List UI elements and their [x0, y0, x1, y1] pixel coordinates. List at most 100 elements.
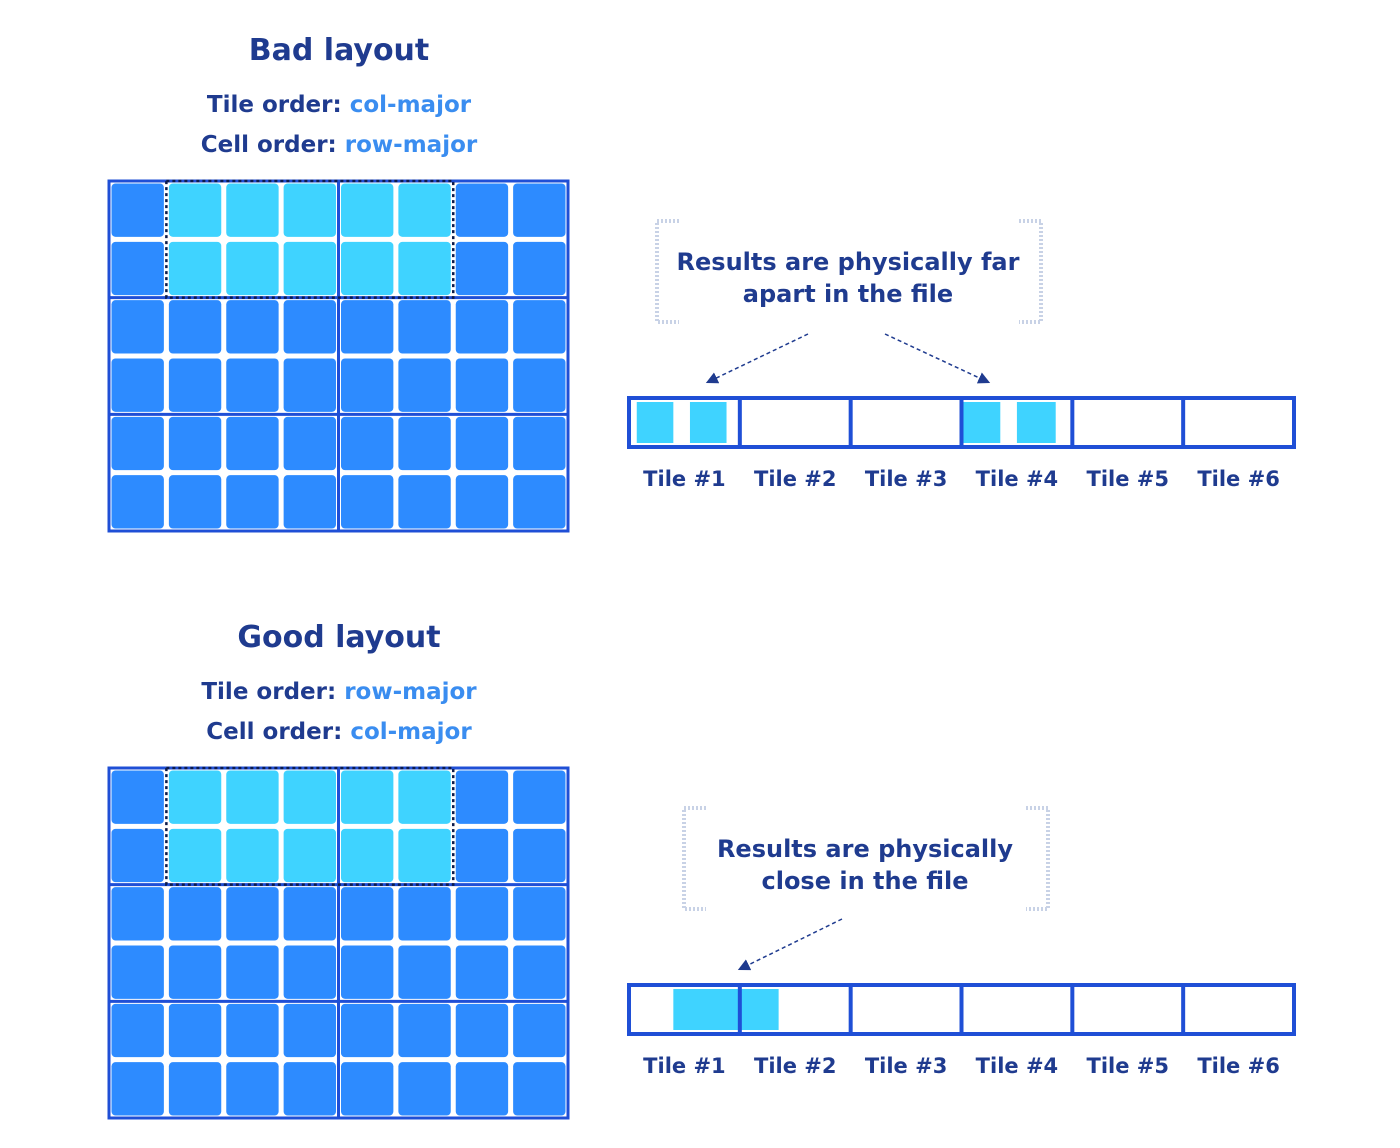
grid-cell — [513, 241, 566, 296]
tile-label: Tile #4 — [976, 467, 1058, 491]
grid-cell — [111, 183, 164, 237]
grid-cell — [513, 183, 566, 237]
pointer-arrow — [737, 918, 843, 971]
bar-border — [627, 983, 1296, 1036]
grid-cell — [455, 183, 509, 237]
grid-cell — [283, 475, 336, 529]
good-layout-section: Good layout Tile order: row-major Cell ord… — [107, 620, 1296, 1120]
grid-cell-selected — [398, 770, 451, 824]
grid-cell — [513, 770, 566, 824]
grid-cell — [111, 475, 164, 529]
tile-order-value: col-major — [350, 92, 472, 118]
section-title: Good layout — [237, 620, 440, 655]
grid-cell — [455, 1062, 509, 1116]
result-cell-block — [739, 989, 779, 1030]
grid-cell — [111, 770, 164, 824]
tile-label: Tile #5 — [1087, 1054, 1169, 1078]
grid-cell — [226, 1062, 279, 1116]
grid-cell-selected — [168, 183, 222, 237]
grid-cell-selected — [398, 183, 451, 237]
grid-cell — [455, 241, 509, 296]
grid-cell — [283, 300, 336, 354]
grid-cell — [455, 416, 509, 471]
section-title: Bad layout — [249, 33, 430, 68]
grid-cell — [111, 241, 164, 296]
file-tile-bar: Tile #1 Tile #2 Tile #3 Tile #4 Tile #5 Tile … — [627, 983, 1296, 1078]
cell-order-label: Cell order: — [206, 719, 342, 745]
grid-cell — [398, 945, 451, 999]
tile-label: Tile #2 — [754, 467, 836, 491]
grid-cell — [168, 887, 222, 941]
result-cell-block — [673, 989, 740, 1030]
grid-cell-selected — [398, 828, 451, 883]
grid-cell — [398, 887, 451, 941]
note-line: close in the file — [761, 867, 968, 895]
tile-label: Tile #2 — [754, 1054, 836, 1078]
grid-cell — [341, 1003, 394, 1058]
bracket-left — [682, 806, 706, 911]
grid-cell — [111, 1003, 164, 1058]
grid-cell — [168, 416, 222, 471]
grid-cell — [455, 945, 509, 999]
note-line: apart in the file — [743, 280, 953, 308]
tile-label: Tile #6 — [1197, 467, 1279, 491]
grid-cell — [513, 300, 566, 354]
grid-cell — [111, 358, 164, 412]
grid-cell — [398, 358, 451, 412]
pointer-arrow — [705, 333, 809, 384]
grid-cell-selected — [226, 770, 279, 824]
grid-cell-selected — [283, 241, 336, 296]
grid-cell — [283, 945, 336, 999]
grid-cell — [455, 828, 509, 883]
grid-cell — [398, 475, 451, 529]
tile-label: Tile #4 — [976, 1054, 1058, 1078]
grid-cell — [168, 358, 222, 412]
grid-cell-selected — [226, 183, 279, 237]
grid-cell — [398, 1003, 451, 1058]
grid-cell — [341, 887, 394, 941]
grid-cell — [455, 770, 509, 824]
grid-cell-selected — [226, 241, 279, 296]
grid-cell — [513, 416, 566, 471]
grid-cell — [341, 358, 394, 412]
grid-cell — [226, 887, 279, 941]
grid-cell — [513, 945, 566, 999]
note-line: Results are physically — [717, 835, 1013, 863]
grid-cell-selected — [226, 828, 279, 883]
grid-cell-selected — [341, 241, 394, 296]
bracket-right — [1019, 219, 1043, 324]
grid-cell — [341, 945, 394, 999]
grid-cell-selected — [341, 828, 394, 883]
grid-cell-selected — [283, 828, 336, 883]
grid-cell — [513, 887, 566, 941]
grid-cell — [111, 945, 164, 999]
grid-cell — [341, 300, 394, 354]
note-line: Results are physically far — [677, 248, 1020, 276]
grid-cell — [455, 475, 509, 529]
cell-order-text: Cell order: col-major — [206, 719, 472, 745]
result-cell-block — [961, 402, 1001, 443]
grid-cell — [283, 416, 336, 471]
tile-order-label: Tile order: — [207, 92, 342, 118]
grid-cell — [111, 887, 164, 941]
cell-grid — [107, 766, 570, 1120]
grid-cell — [513, 828, 566, 883]
bad-layout-section: Bad layout Tile order: col-major Cell orde… — [107, 33, 1296, 533]
grid-cell — [455, 358, 509, 412]
grid-cell-selected — [341, 770, 394, 824]
grid-cell — [398, 416, 451, 471]
tile-order-text: Tile order: col-major — [207, 92, 472, 118]
grid-cell — [341, 416, 394, 471]
grid-cell — [398, 300, 451, 354]
cell-order-text: Cell order: row-major — [201, 132, 478, 158]
grid-cell — [455, 300, 509, 354]
tile-order-text: Tile order: row-major — [201, 679, 477, 705]
grid-cell-selected — [341, 183, 394, 237]
grid-cell — [111, 828, 164, 883]
result-cell-block — [636, 402, 674, 443]
grid-cell — [283, 358, 336, 412]
grid-cell — [283, 1062, 336, 1116]
grid-cell-selected — [283, 770, 336, 824]
grid-cell — [283, 887, 336, 941]
